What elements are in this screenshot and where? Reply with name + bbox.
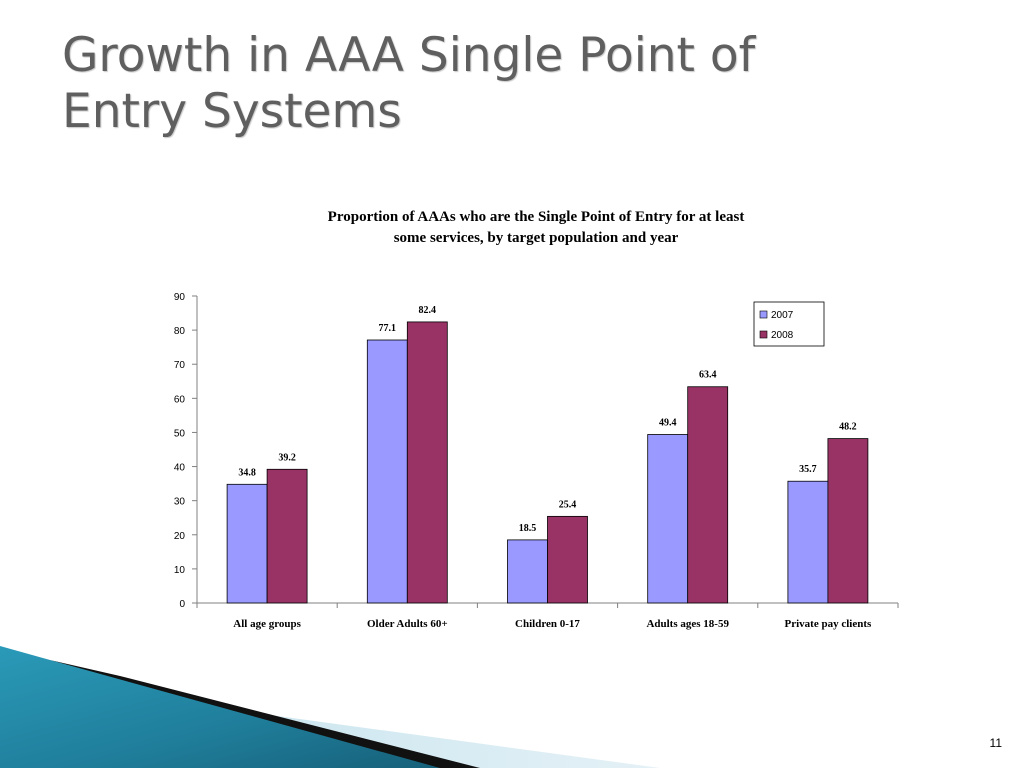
data-label: 77.1: [379, 323, 397, 334]
x-tick-label: Adults ages 18-59: [646, 618, 729, 630]
bar: [687, 386, 729, 604]
bar: [406, 321, 448, 604]
data-label: 34.8: [238, 467, 256, 478]
legend-swatch: [759, 330, 768, 339]
legend-swatch: [759, 310, 768, 319]
y-tick-label: 80: [174, 326, 186, 337]
y-tick-label: 30: [174, 497, 186, 508]
data-label: 39.2: [278, 452, 296, 463]
y-tick-label: 20: [174, 531, 186, 542]
x-tick-label: All age groups: [233, 618, 301, 630]
legend-box: [753, 301, 825, 347]
chart-title-line2: some services, by target population and …: [393, 230, 679, 246]
data-label: 18.5: [519, 523, 537, 534]
swoosh-dark-band: [50, 660, 480, 768]
x-tick-label: Children 0-17: [515, 618, 580, 630]
data-label: 48.2: [839, 422, 857, 433]
y-tick-label: 0: [179, 599, 185, 610]
bar: [226, 483, 268, 604]
x-tick-label: Private pay clients: [785, 618, 872, 630]
data-label: 49.4: [659, 417, 677, 428]
data-label: 25.4: [559, 499, 577, 510]
bar: [787, 480, 829, 604]
bar: [507, 539, 548, 604]
chart-title: Proportion of AAAs who are the Single Po…: [230, 207, 842, 249]
y-tick-label: 60: [174, 394, 186, 405]
y-tick-label: 50: [174, 428, 186, 439]
slide-number: 11: [989, 736, 1002, 750]
y-tick-label: 90: [174, 292, 186, 303]
y-tick-label: 10: [174, 565, 186, 576]
slide-title: Growth in AAA Single Point of Entry Syst…: [62, 28, 962, 140]
data-label: 63.4: [699, 370, 717, 381]
bar: [266, 468, 308, 604]
bar: [647, 434, 689, 604]
data-label: 35.7: [799, 464, 817, 475]
legend-label: 2007: [771, 310, 794, 321]
bar: [827, 438, 869, 604]
swoosh-teal-band: [0, 646, 450, 768]
y-tick-label: 70: [174, 360, 186, 371]
y-tick-label: 40: [174, 463, 186, 474]
bar: [366, 339, 408, 604]
legend-label: 2008: [771, 330, 794, 341]
chart-title-line1: Proportion of AAAs who are the Single Po…: [327, 209, 745, 225]
data-label: 82.4: [419, 305, 437, 316]
bar: [547, 515, 588, 604]
x-tick-label: Older Adults 60+: [367, 618, 448, 630]
slide-title-line1: Growth in AAA Single Point of: [62, 28, 756, 83]
decorative-swoosh: [0, 646, 660, 768]
slide-title-line2: Entry Systems: [62, 84, 402, 139]
